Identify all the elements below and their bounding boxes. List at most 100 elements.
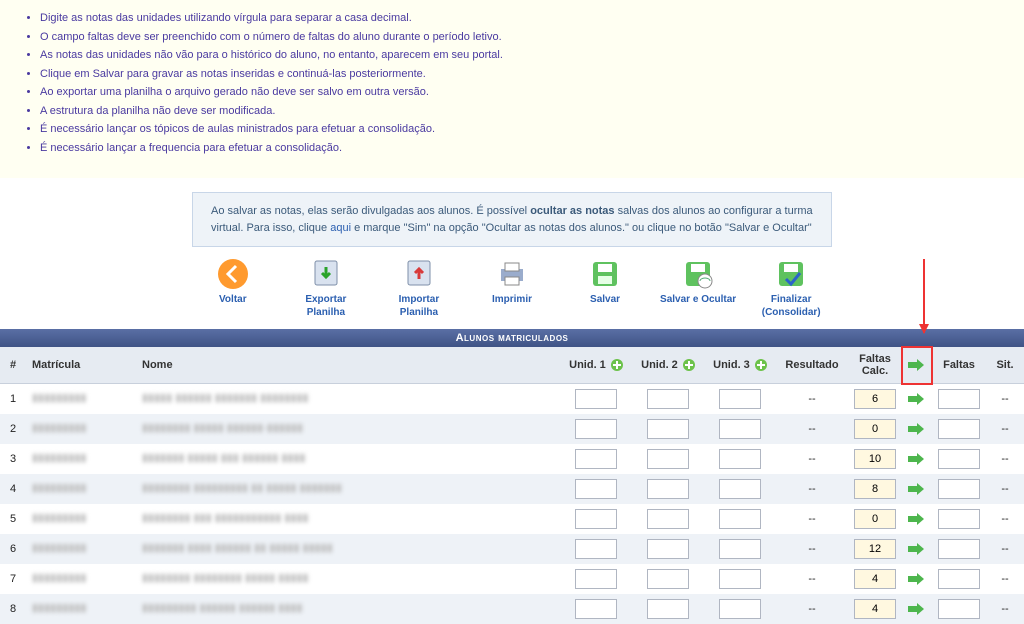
cell-nome: ▮▮▮▮▮▮▮ ▮▮▮▮ ▮▮▮▮▮▮ ▮▮ ▮▮▮▮▮ ▮▮▮▮▮ — [136, 534, 560, 564]
input-faltas-calc[interactable] — [854, 479, 896, 499]
instruction-item: O campo faltas deve ser preenchido com o… — [40, 29, 1006, 46]
input-faltas-calc[interactable] — [854, 509, 896, 529]
table-row: 6▮▮▮▮▮▮▮▮▮▮▮▮▮▮▮▮ ▮▮▮▮ ▮▮▮▮▮▮ ▮▮ ▮▮▮▮▮ ▮… — [0, 534, 1024, 564]
cell-sit: -- — [986, 414, 1024, 444]
input-unid3[interactable] — [719, 419, 761, 439]
save-hide-button[interactable]: Salvar e Ocultar — [659, 257, 737, 307]
cell-sit: -- — [986, 564, 1024, 594]
cell-sit: -- — [986, 384, 1024, 415]
add-column-icon[interactable] — [611, 359, 623, 371]
input-faltas[interactable] — [938, 479, 980, 499]
transfer-row-arrow-icon[interactable] — [908, 573, 926, 585]
transfer-row-arrow-icon[interactable] — [908, 453, 926, 465]
notice-text: Ao salvar as notas, elas serão divulgada… — [211, 205, 530, 217]
add-column-icon[interactable] — [683, 359, 695, 371]
input-unid3[interactable] — [719, 479, 761, 499]
input-faltas-calc[interactable] — [854, 539, 896, 559]
input-unid2[interactable] — [647, 509, 689, 529]
notice-link-here[interactable]: aqui — [330, 222, 351, 234]
input-faltas-calc[interactable] — [854, 419, 896, 439]
input-faltas-calc[interactable] — [854, 389, 896, 409]
input-unid1[interactable] — [575, 509, 617, 529]
cell-index: 1 — [0, 384, 26, 415]
cell-sit: -- — [986, 474, 1024, 504]
print-button[interactable]: Imprimir — [473, 257, 551, 307]
add-column-icon[interactable] — [755, 359, 767, 371]
section-header: Alunos matriculados — [0, 329, 1024, 347]
input-unid2[interactable] — [647, 479, 689, 499]
input-faltas-calc[interactable] — [854, 569, 896, 589]
notice-bold: ocultar as notas — [530, 205, 614, 217]
table-row: 5▮▮▮▮▮▮▮▮▮▮▮▮▮▮▮▮▮ ▮▮▮ ▮▮▮▮▮▮▮▮▮▮▮ ▮▮▮▮-… — [0, 504, 1024, 534]
input-unid2[interactable] — [647, 449, 689, 469]
save-disk-icon — [588, 257, 622, 291]
back-button-label: Voltar — [194, 294, 272, 307]
cell-resultado: -- — [776, 534, 848, 564]
back-button[interactable]: Voltar — [194, 257, 272, 307]
finalize-button[interactable]: Finalizar (Consolidar) — [752, 257, 830, 319]
input-unid1[interactable] — [575, 569, 617, 589]
input-unid1[interactable] — [575, 479, 617, 499]
export-button[interactable]: Exportar Planilha — [287, 257, 365, 319]
cell-index: 2 — [0, 414, 26, 444]
input-faltas[interactable] — [938, 419, 980, 439]
input-unid2[interactable] — [647, 569, 689, 589]
grades-table: # Matrícula Nome Unid. 1 Unid. 2 Unid. 3… — [0, 347, 1024, 624]
transfer-row-arrow-icon[interactable] — [908, 543, 926, 555]
printer-icon — [495, 257, 529, 291]
cell-matricula: ▮▮▮▮▮▮▮▮▮ — [26, 414, 136, 444]
import-button[interactable]: Importar Planilha — [380, 257, 458, 319]
transfer-row-arrow-icon[interactable] — [908, 423, 926, 435]
input-faltas[interactable] — [938, 449, 980, 469]
input-unid1[interactable] — [575, 419, 617, 439]
input-unid3[interactable] — [719, 509, 761, 529]
input-unid3[interactable] — [719, 539, 761, 559]
input-faltas[interactable] — [938, 509, 980, 529]
instruction-item: É necessário lançar os tópicos de aulas … — [40, 121, 1006, 138]
input-unid2[interactable] — [647, 539, 689, 559]
input-unid2[interactable] — [647, 599, 689, 619]
cell-sit: -- — [986, 444, 1024, 474]
instruction-item: As notas das unidades não vão para o his… — [40, 47, 1006, 64]
instructions-list: Digite as notas das unidades utilizando … — [18, 10, 1006, 156]
cell-sit: -- — [986, 594, 1024, 624]
input-unid1[interactable] — [575, 389, 617, 409]
cell-nome: ▮▮▮▮▮▮▮▮▮ ▮▮▮▮▮▮ ▮▮▮▮▮▮ ▮▮▮▮ — [136, 594, 560, 624]
input-unid1[interactable] — [575, 539, 617, 559]
col-resultado: Resultado — [776, 347, 848, 384]
input-unid1[interactable] — [575, 599, 617, 619]
transfer-row-arrow-icon[interactable] — [908, 483, 926, 495]
input-faltas[interactable] — [938, 539, 980, 559]
col-faltas-calc: Faltas Calc. — [848, 347, 902, 384]
input-unid3[interactable] — [719, 389, 761, 409]
input-unid3[interactable] — [719, 569, 761, 589]
input-faltas[interactable] — [938, 569, 980, 589]
save-hide-button-label: Salvar e Ocultar — [659, 294, 737, 307]
input-faltas[interactable] — [938, 599, 980, 619]
cell-resultado: -- — [776, 504, 848, 534]
col-unid2: Unid. 2 — [632, 347, 704, 384]
notice-text: e marque "Sim" na opção "Ocultar as nota… — [351, 222, 812, 234]
cell-resultado: -- — [776, 444, 848, 474]
input-faltas[interactable] — [938, 389, 980, 409]
save-button[interactable]: Salvar — [566, 257, 644, 307]
cell-matricula: ▮▮▮▮▮▮▮▮▮ — [26, 474, 136, 504]
transfer-row-arrow-icon[interactable] — [908, 603, 926, 615]
transfer-row-arrow-icon[interactable] — [908, 513, 926, 525]
cell-resultado: -- — [776, 564, 848, 594]
cell-matricula: ▮▮▮▮▮▮▮▮▮ — [26, 534, 136, 564]
input-unid2[interactable] — [647, 389, 689, 409]
input-unid2[interactable] — [647, 419, 689, 439]
col-faltas: Faltas — [932, 347, 986, 384]
cell-matricula: ▮▮▮▮▮▮▮▮▮ — [26, 594, 136, 624]
table-row: 4▮▮▮▮▮▮▮▮▮▮▮▮▮▮▮▮▮ ▮▮▮▮▮▮▮▮▮ ▮▮ ▮▮▮▮▮ ▮▮… — [0, 474, 1024, 504]
input-unid3[interactable] — [719, 449, 761, 469]
col-transfer-faltas[interactable] — [902, 347, 932, 384]
input-unid1[interactable] — [575, 449, 617, 469]
instructions-panel: Digite as notas das unidades utilizando … — [0, 0, 1024, 178]
input-faltas-calc[interactable] — [854, 599, 896, 619]
input-faltas-calc[interactable] — [854, 449, 896, 469]
input-unid3[interactable] — [719, 599, 761, 619]
transfer-row-arrow-icon[interactable] — [908, 393, 926, 405]
action-toolbar: Voltar Exportar Planilha Importar Planil… — [0, 257, 1024, 319]
